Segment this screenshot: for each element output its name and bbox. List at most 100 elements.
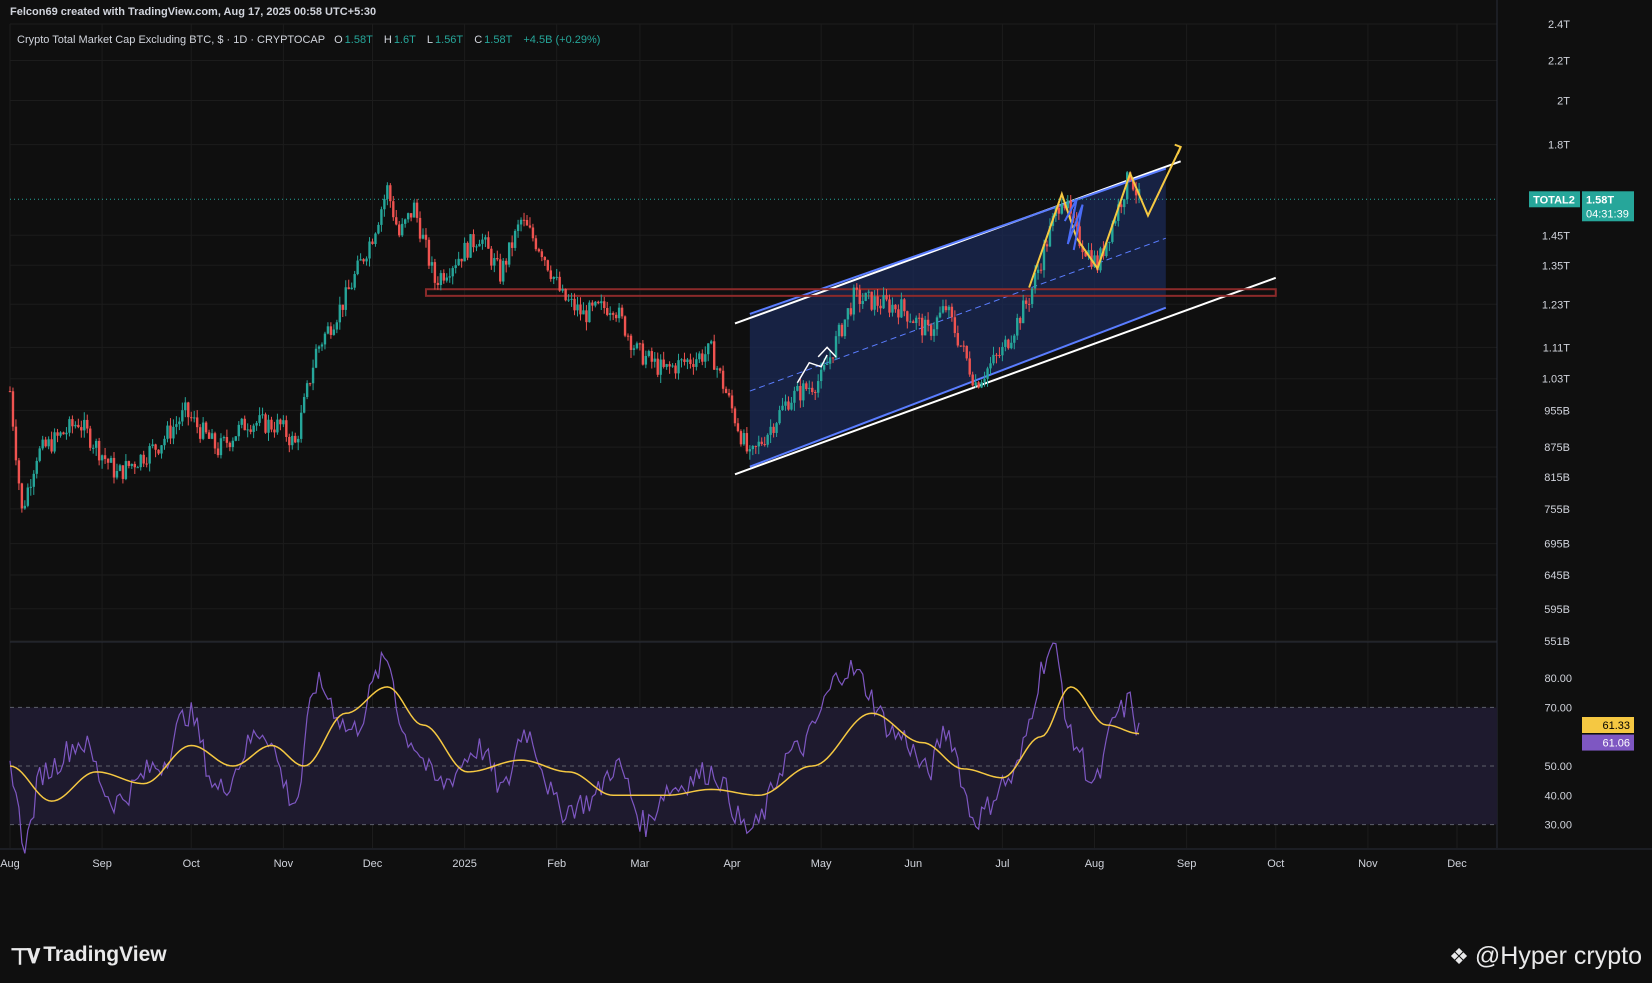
candle-body — [778, 410, 781, 424]
candle-body — [457, 258, 460, 266]
candle-body — [23, 505, 27, 509]
low-value: 1.56T — [435, 34, 464, 46]
candle-body — [983, 378, 986, 383]
candle-body — [617, 307, 621, 319]
candle-body — [900, 299, 903, 318]
candle-body — [264, 414, 267, 433]
candle-body — [935, 317, 939, 330]
candle-body — [115, 470, 119, 478]
candle-body — [1111, 223, 1114, 242]
candle-body — [216, 448, 220, 456]
candle-body — [213, 433, 217, 449]
time-tick-label: Oct — [1267, 858, 1284, 870]
candle-body — [26, 487, 30, 506]
candle-body — [392, 201, 395, 218]
candle-body — [80, 427, 83, 431]
candle-body — [846, 308, 850, 320]
candle-body — [291, 435, 294, 446]
candle-body — [962, 345, 965, 347]
brand-label: TradingView — [43, 942, 167, 966]
time-tick-label: Aug — [0, 858, 20, 870]
candle-body — [531, 227, 535, 239]
candle-body — [534, 238, 538, 250]
candle-body — [597, 301, 600, 304]
candle-body — [89, 428, 92, 448]
candle-body — [204, 422, 208, 433]
candle-body — [317, 346, 321, 349]
candle-body — [103, 455, 107, 459]
price-tick-label: 695B — [1544, 539, 1570, 551]
candle-body — [139, 454, 142, 468]
attribution: Felcon69 created with TradingView.com, A… — [10, 6, 377, 18]
candle-body — [401, 223, 404, 236]
candle-body — [582, 310, 585, 315]
candle-body — [124, 461, 128, 479]
candle-body — [787, 401, 790, 410]
rsi-band — [10, 706, 1497, 826]
candle-body — [142, 454, 145, 464]
candle-body — [864, 292, 867, 301]
candle-body — [86, 419, 89, 429]
candle-body — [314, 348, 318, 368]
candle-body — [567, 299, 570, 301]
candle-body — [166, 425, 169, 439]
candle-body — [130, 463, 134, 466]
candle-body — [516, 224, 520, 231]
candle-body — [522, 219, 526, 221]
candle-body — [249, 429, 252, 432]
candle-body — [608, 313, 612, 315]
candle-body — [1016, 317, 1019, 336]
candle-body — [332, 329, 336, 335]
time-tick-label: Nov — [1358, 858, 1378, 870]
candle-body — [1125, 172, 1129, 200]
candle-body — [389, 185, 392, 202]
candle-body — [986, 368, 989, 379]
candle-body — [94, 440, 98, 448]
candle-body — [237, 424, 240, 437]
candle-body — [59, 432, 62, 436]
candle-body — [442, 273, 446, 281]
candle-body — [418, 217, 422, 239]
candle-body — [885, 295, 888, 300]
candle-body — [805, 383, 808, 390]
price-tick-label: 1.03T — [1542, 374, 1570, 386]
candle-body — [1027, 303, 1031, 305]
candle-body — [808, 387, 811, 390]
candle-body — [463, 242, 466, 262]
candle-body — [1063, 203, 1066, 209]
candle-body — [1123, 199, 1126, 208]
candle-body — [834, 336, 838, 359]
candle-body — [689, 359, 692, 365]
time-tick-label: Oct — [183, 858, 200, 870]
candle-body — [17, 460, 21, 484]
tradingview-brand[interactable]: ㄒ𝐕 TradingView — [10, 940, 167, 969]
candle-body — [1010, 342, 1013, 349]
candle-body — [757, 441, 760, 447]
candle-body — [210, 433, 214, 439]
candle-body — [796, 385, 799, 391]
candle-body — [47, 439, 50, 447]
candle-body — [790, 402, 793, 410]
candle-body — [698, 353, 701, 360]
candle-body — [154, 444, 157, 450]
candle-body — [641, 343, 645, 365]
candle-body — [91, 447, 95, 449]
candle-body — [766, 434, 769, 445]
support-zone — [424, 288, 1277, 297]
price-tag-countdown: 04:31:39 — [1586, 208, 1629, 220]
symbol-description: Crypto Total Market Cap Excluding BTC, $… — [17, 34, 325, 46]
candle-body — [712, 341, 716, 370]
candle-body — [929, 325, 933, 336]
candle-body — [912, 321, 915, 324]
rsi-ma-tag-value: 61.33 — [1602, 720, 1630, 732]
candle-body — [1048, 225, 1052, 247]
symbol-tag-label: TOTAL2 — [1533, 194, 1575, 206]
candle-body — [840, 324, 844, 337]
candle-body — [941, 306, 945, 313]
candle-body — [169, 425, 172, 439]
candle-body — [297, 438, 300, 443]
candle-body — [772, 426, 775, 433]
candle-body — [769, 426, 772, 435]
